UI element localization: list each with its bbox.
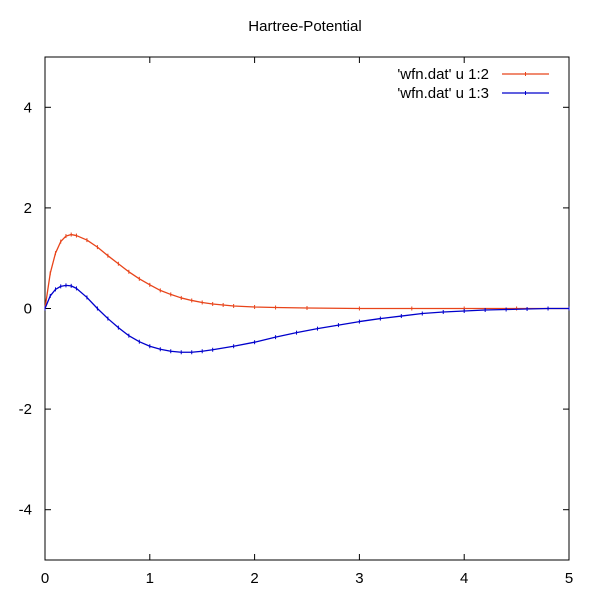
series-line-2 [44, 284, 569, 353]
chart-title: Hartree-Potential [248, 18, 361, 35]
x-tick-label: 5 [565, 570, 573, 587]
legend-label-2: 'wfn.dat' u 1:3 [397, 85, 489, 102]
x-tick-label: 1 [146, 570, 154, 587]
series-line-1 [44, 233, 569, 310]
axis-ticks: 0 1 2 3 4 5 -4 -2 0 2 4 [19, 57, 573, 587]
x-tick-label: 3 [355, 570, 363, 587]
x-tick-label: 2 [250, 570, 258, 587]
series-lines [44, 232, 570, 355]
legend-label-1: 'wfn.dat' u 1:2 [397, 66, 489, 83]
y-tick-label: 4 [24, 99, 32, 116]
x-tick-label: 4 [460, 570, 468, 587]
legend: 'wfn.dat' u 1:2 'wfn.dat' u 1:3 [397, 66, 549, 102]
y-tick-label: -4 [19, 502, 32, 519]
y-tick-label: 2 [24, 200, 32, 217]
y-tick-label: -2 [19, 401, 32, 418]
x-tick-label: 0 [41, 570, 49, 587]
y-tick-label: 0 [24, 301, 32, 318]
